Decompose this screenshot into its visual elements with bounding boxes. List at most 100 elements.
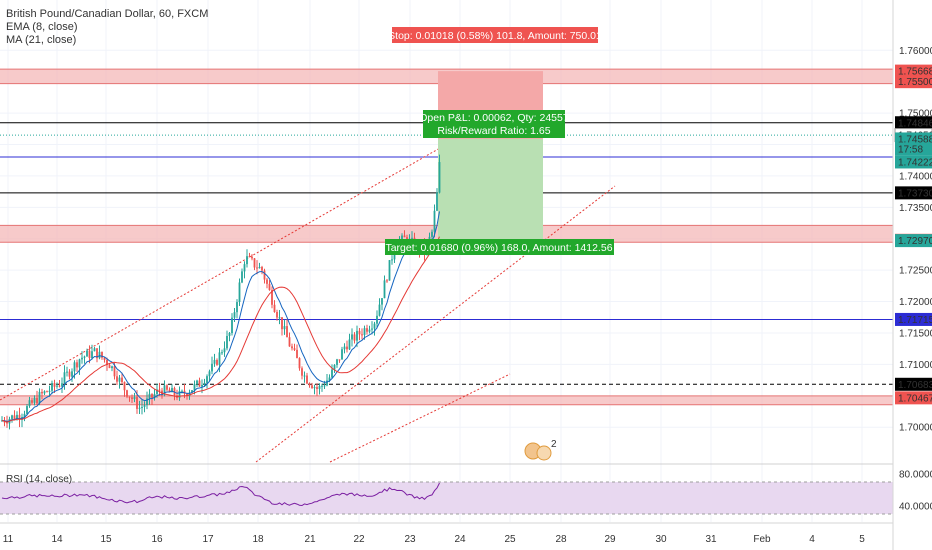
candle-body: [246, 256, 248, 265]
price-label: 1.73730: [898, 188, 932, 199]
candle-body: [116, 376, 118, 382]
candle-body: [33, 397, 36, 403]
candle-body: [393, 251, 396, 260]
target-label: Target: 0.01680 (0.96%) 168.0, Amount: 1…: [385, 242, 612, 254]
candle-body: [298, 358, 301, 369]
candle-body: [201, 384, 203, 387]
time-axis[interactable]: 11 14 15 16 17 18 21 22 23 24 25 28 29 30 31 Feb 4 5: [0, 522, 893, 545]
candle-body: [16, 414, 18, 420]
candle-body: [383, 280, 386, 299]
candle-body: [103, 357, 106, 360]
candle-body: [218, 352, 221, 365]
rsi-tick-label: 80.0000: [899, 470, 932, 481]
candle-body: [88, 350, 91, 359]
stop-label: Stop: 0.01018 (0.58%) 101.8, Amount: 750…: [388, 30, 602, 42]
price-label: 1.74588: [898, 134, 932, 145]
candle-body: [133, 396, 136, 399]
candle-body: [288, 337, 291, 347]
candle-body: [211, 363, 213, 372]
candle-body: [256, 267, 258, 269]
channel-line-1: [255, 185, 616, 463]
candle-body: [6, 422, 8, 424]
price-label-bg: [895, 391, 932, 405]
candle-body: [51, 383, 53, 391]
candle-body: [151, 393, 153, 398]
candle-body: [186, 393, 188, 397]
time-tick-label: 24: [454, 534, 466, 545]
candle-body: [41, 391, 43, 394]
price-label: 1.71715: [898, 315, 932, 326]
candle-body: [253, 258, 256, 268]
candle-body: [358, 330, 361, 335]
candle-body: [68, 371, 71, 377]
price-label-bg: [895, 312, 932, 326]
rsi-line: [1, 482, 440, 507]
candle-body: [308, 383, 311, 386]
candle-body: [266, 279, 268, 284]
candle-body: [278, 317, 281, 319]
price-label-bg: [895, 132, 932, 146]
candle-body: [163, 385, 166, 396]
time-tick-label: 21: [304, 534, 316, 545]
time-tick-label: 16: [151, 534, 163, 545]
price-label-bg: [895, 377, 932, 391]
candle-body: [158, 389, 161, 391]
candle-body: [431, 231, 433, 237]
candle-body: [401, 235, 403, 242]
economic-event-marker[interactable]: 2: [524, 439, 557, 461]
candle-body: [261, 266, 263, 271]
candle-body: [83, 356, 86, 358]
candle-body: [233, 312, 236, 318]
candle-body: [351, 334, 353, 340]
candle-body: [338, 359, 341, 361]
price-label: 1.70467: [898, 393, 932, 404]
candle-body: [23, 413, 26, 418]
candle-body: [61, 383, 63, 387]
candle-body: [91, 351, 93, 359]
candle-body: [168, 389, 171, 393]
time-tick-label: 5: [859, 534, 865, 545]
candle-body: [18, 414, 21, 420]
time-tick-label: 18: [252, 534, 264, 545]
candle-body: [348, 339, 351, 350]
price-label: 1.74846: [898, 118, 932, 129]
price-label-bg: [895, 142, 932, 156]
candle-body: [121, 377, 123, 383]
candle-body: [301, 368, 303, 376]
candle-body: [156, 389, 158, 395]
candle-body: [138, 407, 141, 409]
candle-body: [123, 382, 126, 391]
position-tool[interactable]: [438, 71, 543, 241]
candle-body: [366, 328, 368, 332]
candle-body: [293, 348, 296, 350]
candle-body: [403, 235, 406, 238]
grid-lines: [0, 0, 893, 522]
candle-body: [56, 385, 58, 387]
candle-body: [128, 396, 131, 398]
price-label: 1.75668: [898, 67, 932, 78]
candle-body: [48, 390, 51, 392]
candle-body: [108, 364, 111, 369]
flag-canada-icon[interactable]: [536, 445, 552, 461]
candle-body: [81, 357, 83, 360]
candle-body: [198, 380, 201, 387]
candle-body: [131, 397, 133, 399]
candle-body: [73, 362, 76, 372]
candle-body: [353, 334, 356, 341]
candle-body: [43, 391, 46, 394]
candle-body: [258, 266, 261, 269]
candle-body: [376, 315, 378, 324]
candle-body: [243, 264, 246, 272]
candle-body: [76, 362, 78, 368]
candle-body: [11, 415, 13, 419]
candle-body: [228, 333, 231, 336]
candle-body: [343, 346, 346, 350]
candle-body: [208, 371, 211, 377]
candle-body: [368, 329, 371, 332]
candle-body: [311, 385, 313, 389]
open-pl-label-bg: [423, 110, 565, 138]
candle-body: [111, 366, 113, 369]
candle-body: [178, 391, 181, 398]
candle-body: [78, 359, 81, 368]
